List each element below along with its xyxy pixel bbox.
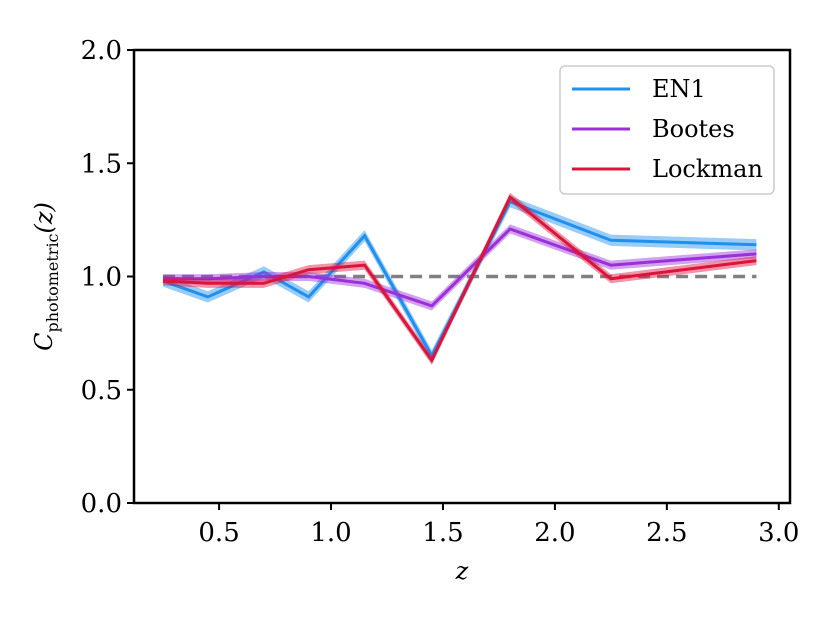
y-axis-label: Cphotometric(z)	[30, 202, 62, 351]
y-tick-label-4: 2.0	[81, 36, 122, 66]
legend-label-lockman: Lockman	[652, 155, 763, 183]
legend-box	[559, 65, 775, 195]
series-band-en1	[163, 196, 757, 362]
y-tick-label-3: 1.5	[81, 149, 122, 179]
x-tick-label-0: 0.5	[198, 518, 239, 548]
legend: EN1 Bootes Lockman	[559, 65, 775, 195]
y-tick-label-1: 0.5	[81, 376, 122, 406]
x-tick-label-5: 3.0	[758, 518, 799, 548]
x-axis-label: z	[455, 557, 469, 585]
series-en1	[162, 196, 757, 362]
x-tick-label-2: 1.5	[422, 518, 463, 548]
series-lockman	[163, 192, 757, 365]
x-tick-label-4: 2.5	[646, 518, 687, 548]
y-tick-label-0: 0.0	[81, 489, 122, 519]
y-axis-label-main: C	[30, 333, 58, 351]
axes: 0.5 1.0 1.5 2.0 2.5 3.0 0.0 0.5 1.0 1.5 2.0	[81, 36, 800, 548]
x-tick-label-3: 2.0	[534, 518, 575, 548]
legend-label-en1: EN1	[652, 75, 706, 103]
plot-area	[162, 192, 757, 365]
series-band-bootes	[163, 224, 757, 311]
y-axis-label-arg: (z)	[30, 202, 58, 233]
legend-label-bootes: Bootes	[652, 115, 735, 143]
x-tick-label-1: 1.0	[310, 518, 351, 548]
y-axis-label-sub: photometric	[43, 233, 62, 332]
y-tick-label-2: 1.0	[81, 263, 122, 293]
